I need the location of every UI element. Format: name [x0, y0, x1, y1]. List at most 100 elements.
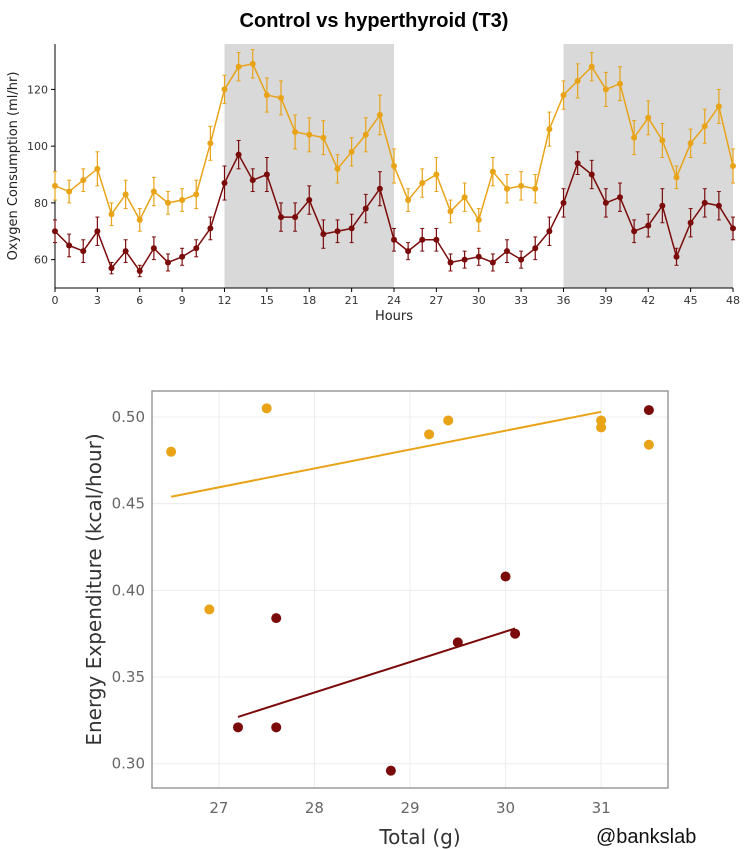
data-point	[475, 253, 482, 260]
data-point	[602, 86, 609, 93]
data-point	[461, 256, 468, 263]
scatter-point	[443, 415, 454, 426]
data-point	[489, 168, 496, 175]
data-point	[560, 199, 567, 206]
data-point	[179, 253, 186, 260]
y-tick-label: 60	[34, 254, 48, 267]
x-tick-label: 28	[305, 799, 324, 817]
data-point	[715, 103, 722, 110]
x-tick-label: 30	[472, 294, 486, 307]
data-point	[150, 245, 157, 252]
trendline-1	[237, 627, 516, 718]
data-point	[376, 185, 383, 192]
scatter-point	[452, 637, 463, 648]
x-tick-label: 29	[400, 799, 419, 817]
night-shading-1	[563, 44, 733, 288]
y-tick-label: 0.30	[112, 755, 145, 773]
x-axis-title: Total (g)	[378, 825, 460, 849]
data-point	[362, 131, 369, 138]
data-point	[447, 208, 454, 215]
data-point	[645, 222, 652, 229]
data-point	[108, 265, 115, 272]
data-point	[179, 197, 186, 204]
data-point	[588, 63, 595, 70]
data-point	[94, 228, 101, 235]
scatter-point	[233, 722, 243, 733]
data-point	[659, 137, 666, 144]
data-point	[574, 77, 581, 84]
data-point	[263, 92, 270, 99]
data-point	[518, 256, 525, 263]
data-point	[504, 185, 510, 192]
data-point	[221, 180, 228, 187]
scatter-point	[424, 429, 435, 440]
data-point	[447, 259, 454, 266]
x-tick-label: 42	[641, 294, 655, 307]
y-tick-label: 0.35	[112, 668, 145, 686]
data-point	[504, 248, 510, 255]
data-point	[249, 177, 256, 184]
data-point	[617, 194, 623, 201]
data-point	[405, 248, 412, 255]
data-point	[730, 225, 736, 232]
x-tick-label: 48	[726, 294, 740, 307]
data-point	[235, 151, 242, 158]
scatter-point	[596, 422, 607, 433]
data-point	[419, 236, 426, 243]
data-point	[52, 182, 58, 189]
x-tick-label: 33	[514, 294, 528, 307]
y-axis-title: Energy Expenditure (kcal/hour)	[82, 433, 106, 745]
data-point	[150, 188, 157, 195]
y-tick-label: 100	[27, 140, 48, 153]
scatter-point	[166, 446, 177, 457]
scatter-series-0	[166, 403, 654, 615]
data-point	[263, 171, 270, 178]
x-tick-label: 21	[345, 294, 359, 307]
data-point	[532, 185, 539, 192]
data-point	[687, 219, 694, 226]
data-point	[122, 248, 129, 255]
data-point	[391, 236, 397, 243]
data-point	[631, 228, 638, 235]
data-point	[80, 248, 87, 255]
data-point	[645, 114, 652, 121]
night-shading-0	[224, 44, 394, 288]
data-point	[588, 171, 595, 178]
y-tick-label: 0.40	[112, 581, 145, 599]
y-tick-label: 120	[27, 83, 48, 96]
scatter-point	[500, 571, 511, 582]
data-point	[306, 131, 313, 138]
data-point	[631, 134, 638, 141]
x-tick-label: 15	[260, 294, 274, 307]
data-point	[546, 228, 553, 235]
data-point	[207, 140, 214, 147]
data-point	[659, 202, 666, 209]
data-point	[701, 123, 708, 130]
data-point	[715, 202, 722, 209]
data-point	[66, 188, 73, 195]
plot-frame	[151, 390, 669, 789]
data-point	[701, 199, 708, 206]
data-point	[560, 92, 567, 99]
data-point	[221, 86, 228, 93]
data-point	[207, 225, 214, 232]
data-point	[376, 111, 383, 118]
data-point	[362, 205, 369, 212]
x-tick-label: 24	[387, 294, 401, 307]
data-point	[165, 199, 171, 206]
data-point	[80, 177, 87, 184]
data-point	[433, 236, 440, 243]
x-axis-title: Hours	[375, 309, 413, 324]
scatter-point	[271, 722, 282, 733]
data-point	[433, 171, 440, 178]
data-point	[532, 245, 539, 252]
data-point	[574, 160, 581, 167]
x-tick-label: 6	[136, 294, 143, 307]
data-point	[122, 191, 129, 198]
data-point	[136, 216, 143, 223]
x-tick-label: 39	[599, 294, 613, 307]
data-point	[419, 180, 426, 187]
data-point	[391, 163, 397, 169]
y-tick-label: 0.50	[112, 408, 145, 426]
data-point	[673, 253, 680, 260]
